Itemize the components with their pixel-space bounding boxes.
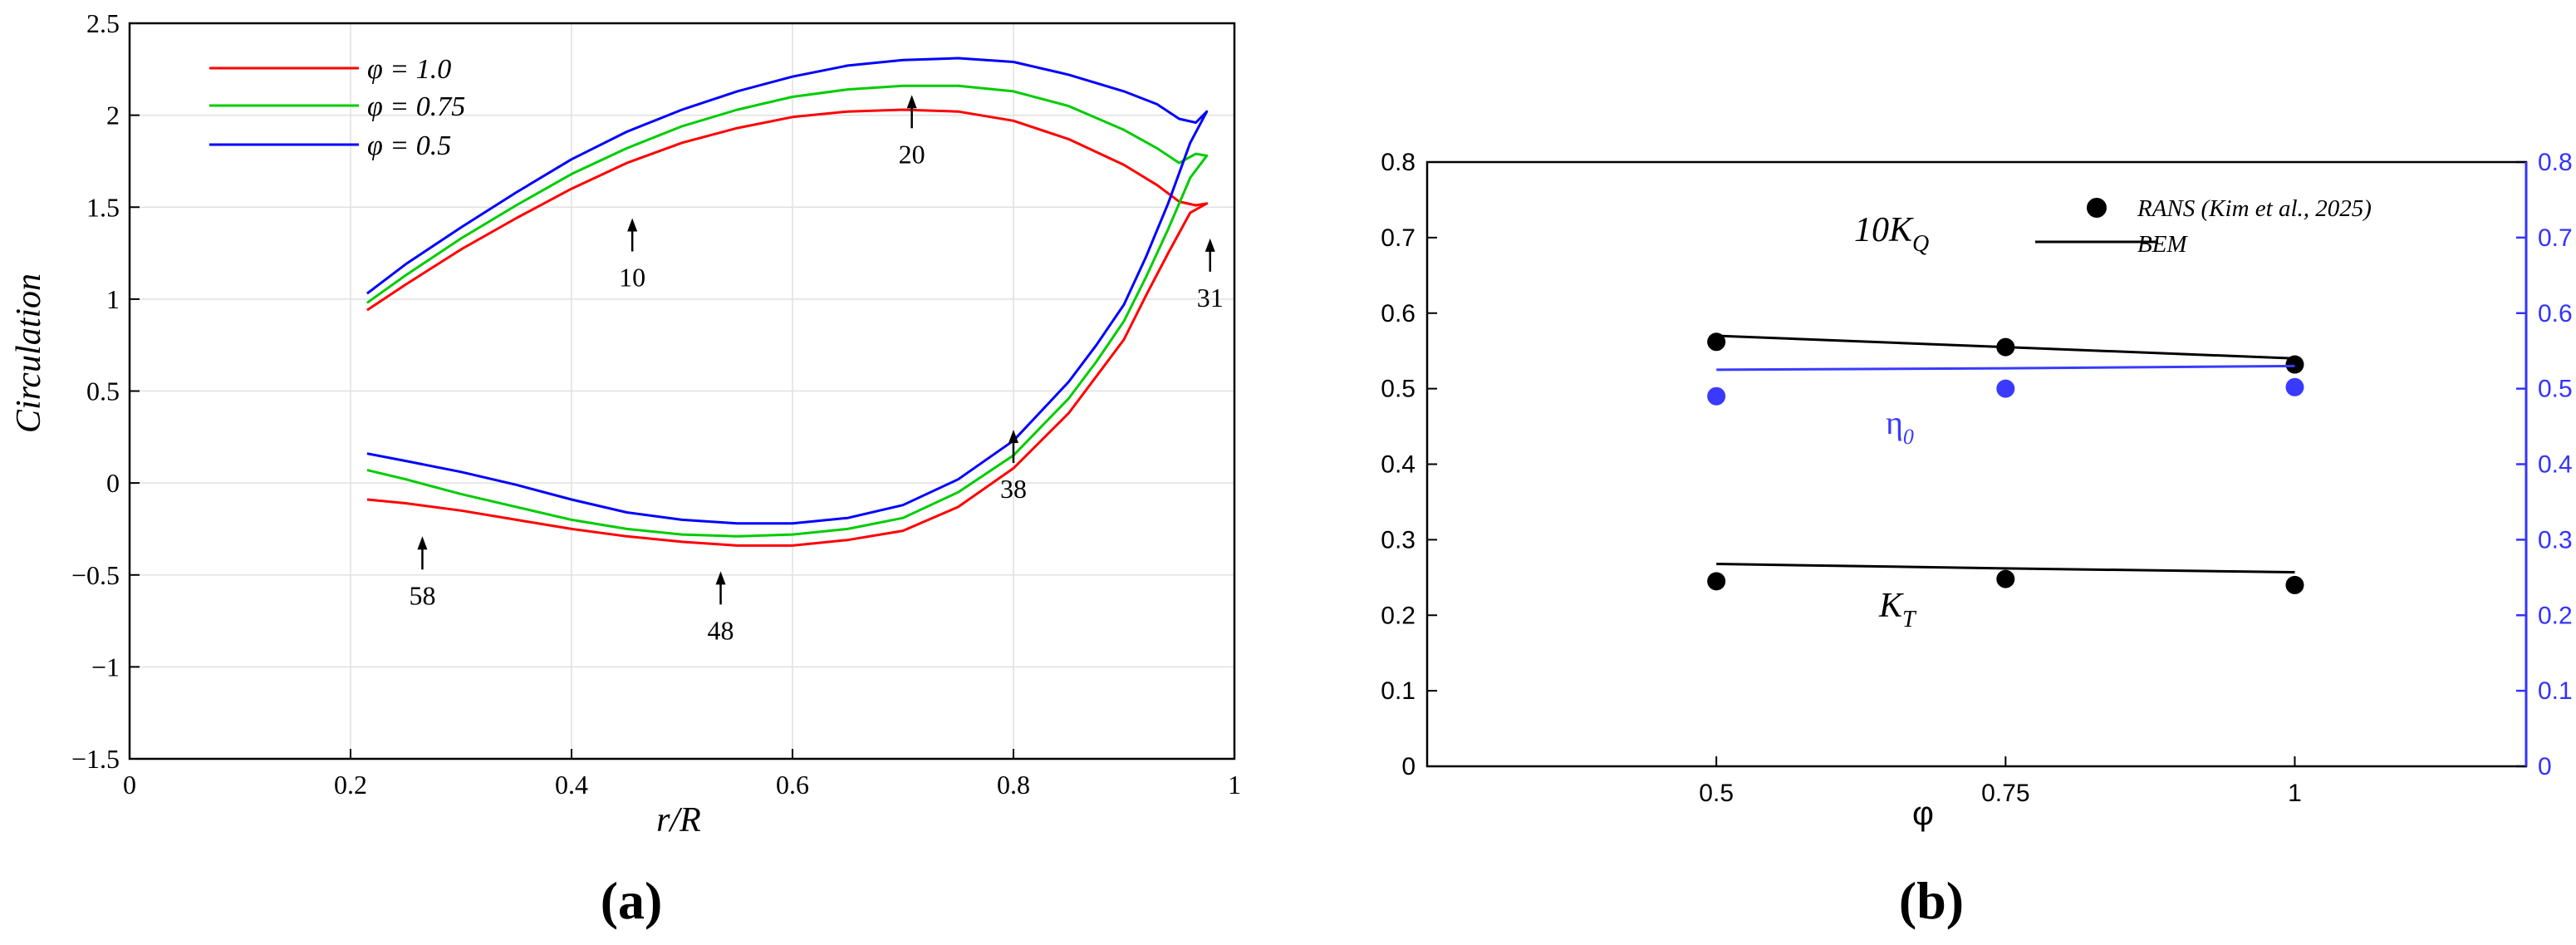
- y-tick-label: 1: [106, 284, 120, 314]
- rans-point-1: [2285, 377, 2304, 396]
- panel-b-caption: (b): [1899, 871, 1964, 930]
- legend-label-phi-1: φ = 1.0: [367, 54, 451, 85]
- panel-b-series: [1707, 332, 2304, 594]
- rans-point-1: [1707, 386, 1726, 406]
- y2-tick-label: 0.1: [2538, 677, 2573, 705]
- panel-a-x-axis-label: r/R: [656, 801, 701, 839]
- y-tick-label: 2.5: [86, 8, 120, 38]
- x-tick-label: 0.5: [1699, 780, 1734, 807]
- annotation-10kq: 10KQ: [1854, 211, 1929, 257]
- y-tick-label: 0.5: [86, 377, 120, 406]
- y-tick-label: 2: [106, 101, 120, 130]
- arrow-head: [417, 536, 428, 550]
- rans-point-0: [1996, 337, 2015, 357]
- y-tick-label: 0: [106, 468, 120, 498]
- legend-label-bem: BEM: [2137, 231, 2188, 258]
- arrow-head: [627, 218, 638, 232]
- x-tick-label: 0.6: [776, 770, 809, 800]
- annotation-eta0: η0: [1886, 404, 1914, 449]
- arrow-head: [715, 571, 726, 585]
- rans-point-2: [1996, 569, 2015, 588]
- y2-tick-label: 0.6: [2538, 300, 2573, 327]
- x-tick-label: 0.4: [555, 770, 588, 800]
- y-tick-label: 0.2: [1381, 602, 1416, 629]
- y-tick-label: 0.5: [1381, 376, 1416, 403]
- arrow-label: 38: [1000, 474, 1027, 504]
- panel-b-ticks: 0.5 0.75 1 0 0.1 0.2 0.3 0.4 0.5 0.6 0.7 0.8 0 0.1 0.2…: [1381, 149, 2572, 807]
- rans-point-0: [1707, 332, 1726, 352]
- x-tick-label: 0.8: [997, 770, 1030, 800]
- arrow-label: 31: [1197, 283, 1224, 313]
- panel-a-lines: [366, 57, 1209, 547]
- y-tick-label: 0: [1401, 753, 1416, 780]
- panel-b-plot-frame: [1425, 160, 2528, 768]
- panel-a-legend: φ = 1.0 φ = 0.75 φ = 0.5: [209, 54, 465, 161]
- y-tick-label: −0.5: [71, 560, 120, 590]
- rans-point-1: [1996, 379, 2015, 398]
- y2-tick-label: 0.8: [2538, 149, 2573, 176]
- arrow-label: 20: [899, 139, 925, 169]
- rans-point-0: [2285, 355, 2304, 374]
- panel-a-plot-frame: [128, 22, 1236, 760]
- bem-line-2: [1716, 563, 2295, 573]
- y2-tick-label: 0: [2538, 753, 2552, 780]
- y-tick-label: 0.1: [1381, 677, 1416, 705]
- panel-a-y-axis-label: Circulation: [10, 273, 48, 433]
- x-tick-label: 0.75: [1981, 780, 2029, 807]
- arrow-head: [1205, 238, 1215, 252]
- legend-label-phi-05: φ = 0.5: [367, 130, 451, 161]
- series-line-2: [366, 57, 1209, 525]
- x-tick-label: 1: [1228, 770, 1241, 800]
- legend-marker-rans: [2087, 198, 2107, 218]
- y-tick-label: −1: [91, 652, 120, 682]
- series-line-1: [366, 84, 1209, 538]
- y-tick-label: 0.8: [1381, 149, 1416, 176]
- y-tick-label: 0.4: [1381, 451, 1416, 479]
- bem-line-1: [1716, 364, 2295, 372]
- panel-b-x-axis-label: φ: [1912, 795, 1934, 832]
- annotation-kt: KT: [1878, 587, 1917, 632]
- panel-a-ticks: 0 0.2 0.4 0.6 0.8 1 −1.5 −1 −0.5 0 0.5 1 1.5 2 2.5: [71, 8, 1241, 800]
- legend-label-rans: RANS (Kim et al., 2025): [2137, 195, 2372, 222]
- arrow-head: [1008, 429, 1018, 443]
- arrow-label: 48: [708, 615, 734, 645]
- series-line-0: [366, 108, 1209, 547]
- y-tick-label: 0.6: [1381, 300, 1416, 327]
- x-tick-label: 1: [2288, 780, 2302, 807]
- legend-label-phi-075: φ = 0.75: [367, 91, 465, 122]
- rans-point-2: [1707, 572, 1726, 591]
- x-tick-label: 0.2: [334, 770, 367, 800]
- arrow-label: 10: [619, 263, 645, 293]
- panel-b-performance-chart: 0.5 0.75 1 0 0.1 0.2 0.3 0.4 0.5 0.6 0.7 0.8 0 0.1 0.2…: [1381, 149, 2572, 930]
- arrow-label: 58: [409, 580, 435, 610]
- y-tick-label: 1.5: [86, 192, 120, 222]
- y-tick-label: −1.5: [71, 744, 120, 774]
- y-tick-label: 0.7: [1381, 224, 1416, 252]
- panel-a-grid: [129, 22, 1235, 760]
- panel-b-legend: RANS (Kim et al., 2025) BEM: [2035, 195, 2372, 258]
- rans-point-2: [2285, 575, 2304, 594]
- y-tick-label: 0.3: [1381, 526, 1416, 554]
- panel-a-caption: (a): [601, 871, 663, 930]
- panel-a-circulation-chart: 0 0.2 0.4 0.6 0.8 1 −1.5 −1 −0.5 0 0.5 1 1.5 2 2.5 10 2…: [10, 8, 1241, 930]
- y2-tick-label: 0.4: [2538, 451, 2573, 479]
- x-tick-label: 0: [123, 770, 136, 800]
- y2-tick-label: 0.3: [2538, 526, 2573, 554]
- y2-tick-label: 0.2: [2538, 602, 2573, 629]
- y2-tick-label: 0.7: [2538, 224, 2573, 252]
- arrow-head: [906, 95, 917, 109]
- panel-a-arrows: 10 20 31 38 48 58: [409, 95, 1224, 645]
- y2-tick-label: 0.5: [2538, 376, 2573, 403]
